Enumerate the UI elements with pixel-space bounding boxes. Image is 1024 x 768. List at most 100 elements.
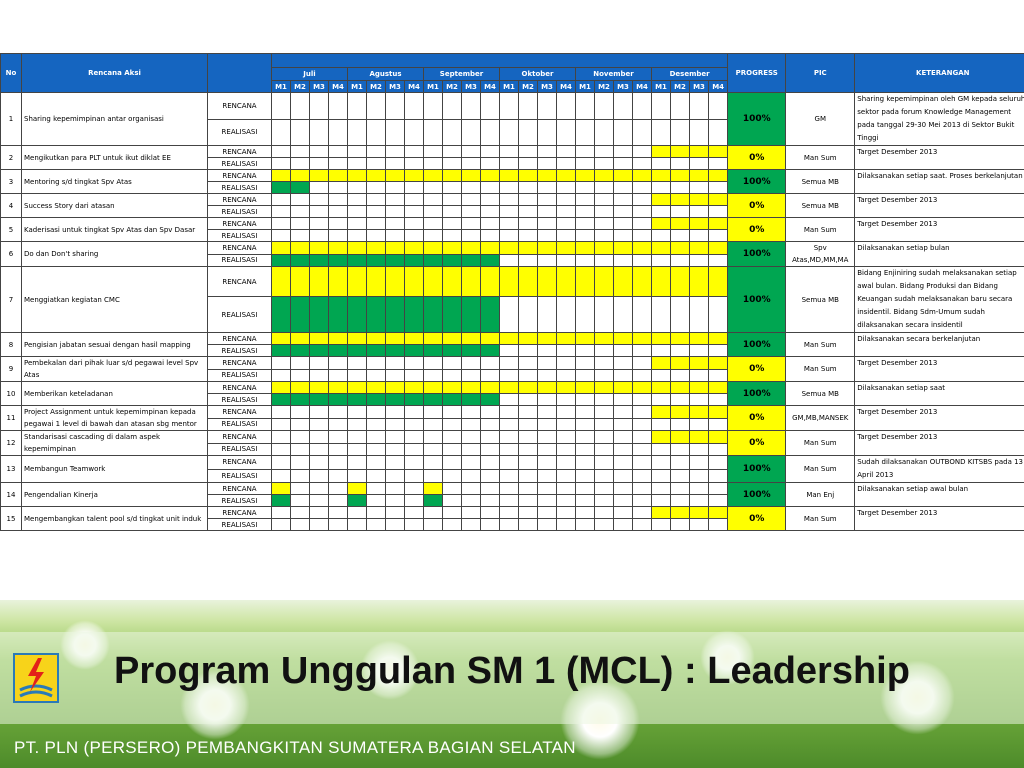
plan-week-cell (537, 169, 557, 182)
realization-week-cell (442, 344, 462, 357)
realization-week-cell (518, 181, 538, 194)
realization-week-cell (347, 368, 367, 382)
pic-cell: Man Sum (785, 217, 856, 242)
plan-week-cell (404, 482, 424, 495)
progress-cell: 0% (727, 217, 787, 242)
header-timeline (270, 53, 729, 68)
realization-week-cell (461, 118, 481, 146)
plan-week-cell (480, 145, 500, 158)
week-header: M1 (271, 80, 291, 93)
plan-week-cell (442, 217, 462, 230)
realization-week-cell (594, 417, 614, 431)
plan-week-cell (366, 169, 386, 182)
plan-week-cell (575, 430, 595, 444)
realization-week-cell (575, 468, 595, 483)
realization-week-cell (537, 205, 557, 218)
plan-week-cell (290, 92, 310, 120)
notes-cell: Target Desember 2013 (854, 193, 1024, 218)
plan-week-cell (271, 455, 291, 470)
realization-week-cell (689, 442, 709, 456)
realization-week-cell (423, 344, 443, 357)
realization-week-cell (271, 229, 291, 242)
plan-week-cell (707, 145, 729, 158)
plan-week-cell (271, 241, 291, 255)
plan-week-cell (651, 381, 671, 394)
realization-week-cell (366, 296, 386, 333)
plan-label: RENCANA (207, 405, 272, 419)
plan-week-cell (499, 92, 519, 120)
plan-week-cell (670, 356, 690, 370)
plan-week-cell (556, 455, 576, 470)
realization-week-cell (499, 205, 519, 218)
realization-week-cell (423, 157, 443, 170)
realization-week-cell (480, 118, 500, 146)
action-text: Pengendalian Kinerja (21, 482, 208, 507)
plan-week-cell (423, 217, 443, 230)
week-header: M2 (366, 80, 386, 93)
realization-week-cell (707, 296, 729, 333)
realization-week-cell (290, 368, 310, 382)
plan-week-cell (423, 482, 443, 495)
realization-week-cell (670, 118, 690, 146)
realization-week-cell (575, 393, 595, 406)
realization-week-cell (366, 344, 386, 357)
realization-week-cell (689, 296, 709, 333)
plan-week-cell (556, 265, 576, 298)
realization-week-cell (271, 344, 291, 357)
plan-week-cell (461, 332, 481, 345)
table-row: REALISASI (1, 229, 1024, 242)
realization-week-cell (309, 253, 329, 267)
realization-week-cell (651, 417, 671, 431)
realization-week-cell (385, 118, 405, 146)
realization-week-cell (575, 296, 595, 333)
realization-label: REALISASI (207, 296, 272, 333)
plan-week-cell (385, 356, 405, 370)
plan-week-cell (594, 482, 614, 495)
realization-week-cell (594, 229, 614, 242)
week-header: M2 (670, 80, 690, 93)
plan-week-cell (404, 241, 424, 255)
action-text: Pengisian jabatan sesuai dengan hasil ma… (21, 332, 208, 357)
plan-week-cell (442, 482, 462, 495)
realization-week-cell (613, 181, 633, 194)
plan-week-cell (423, 193, 443, 206)
plan-week-cell (404, 217, 424, 230)
plan-week-cell (575, 455, 595, 470)
realization-week-cell (537, 157, 557, 170)
realization-week-cell (537, 181, 557, 194)
progress-cell: 100% (727, 169, 787, 194)
plan-week-cell (575, 92, 595, 120)
realization-week-cell (385, 494, 405, 507)
table-row: REALISASI (1, 344, 1024, 357)
realization-week-cell (632, 468, 652, 483)
table-row: REALISASI (1, 205, 1024, 218)
plan-week-cell (366, 265, 386, 298)
plan-week-cell (309, 506, 329, 519)
plan-week-cell (556, 356, 576, 370)
table-row: 13 Membangun Teamwork RENCANA 100% Man Sum Su… (0, 455, 1024, 483)
progress-cell: 100% (727, 266, 787, 333)
realization-week-cell (632, 417, 652, 431)
plan-week-cell (689, 193, 709, 206)
realization-week-cell (613, 118, 633, 146)
realization-week-cell (480, 518, 500, 531)
realization-week-cell (309, 181, 329, 194)
realization-week-cell (461, 518, 481, 531)
plan-week-cell (651, 482, 671, 495)
realization-week-cell (366, 368, 386, 382)
realization-week-cell (366, 205, 386, 218)
table-row: 7 Menggiatkan kegiatan CMC RENCANA 100% Semu… (0, 265, 1024, 333)
row-number: 1 (0, 92, 22, 146)
plan-week-cell (271, 265, 291, 298)
realization-week-cell (499, 253, 519, 267)
realization-week-cell (707, 181, 729, 194)
realization-week-cell (556, 417, 576, 431)
realization-week-cell (556, 518, 576, 531)
plan-week-cell (385, 381, 405, 394)
plan-week-cell (328, 482, 348, 495)
plan-week-cell (442, 506, 462, 519)
realization-week-cell (309, 518, 329, 531)
realization-week-cell (518, 253, 538, 267)
plan-week-cell (461, 506, 481, 519)
realization-week-cell (404, 118, 424, 146)
